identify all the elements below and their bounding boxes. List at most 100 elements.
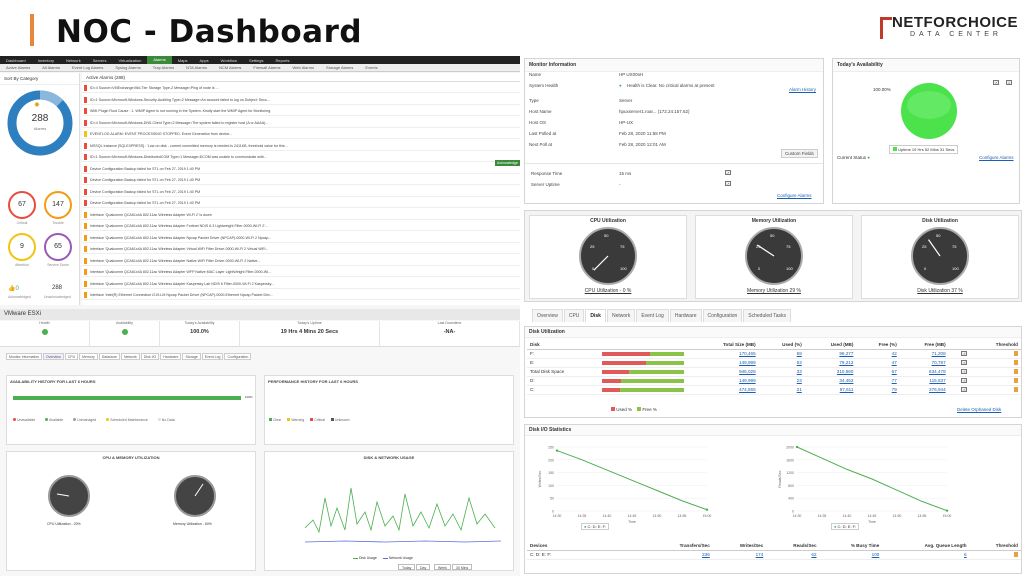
subnav-item[interactable]: NTA Alarms [186,65,207,70]
esx-period-button[interactable]: Day [416,564,431,570]
custom-fields-button[interactable]: Custom Fields [781,149,818,158]
disk-value-link[interactable]: 149,999 [739,360,756,365]
threshold-icon[interactable] [1014,359,1018,365]
esx-period-button[interactable]: 30 Mins [452,564,473,570]
disk-value-link[interactable]: 634,478 [929,369,946,374]
topnav-item[interactable]: Dashboard [6,57,26,63]
disk-value-link[interactable]: 474,555 [739,387,756,392]
disk-value-link[interactable]: 67 [891,369,897,374]
alarm-row[interactable]: Interface 'Qualcomm QCA61x4A 802.11ac Wi… [82,210,520,220]
threshold-icon[interactable] [1014,386,1018,392]
gauge-label[interactable]: CPU Utilization - 0 % [584,288,632,294]
disk-value-link[interactable]: 376,944 [929,387,946,392]
alarm-row[interactable]: WMI Plugin Root Cause : 1. WMIP Agent is… [82,106,520,116]
subnav-item[interactable]: All Alarms [42,65,61,70]
availability-chart-icon[interactable]: ↗ [993,80,999,85]
topnav-item[interactable]: Servers [92,57,107,63]
disk-row[interactable]: D: 149,999 23 34,462 77 115,537 ↗ [527,376,1021,386]
disk-value-link[interactable]: 23 [796,378,802,383]
disk-chart-icon[interactable]: ↗ [961,369,968,374]
io-value-link[interactable]: 62 [811,552,817,557]
disk-chart-icon[interactable]: ↗ [961,387,968,392]
disk-value-link[interactable]: 47 [891,360,897,365]
esx-period-button[interactable]: Week [434,564,451,570]
threshold-icon[interactable] [1014,368,1018,374]
tab-hardware[interactable]: Hardware [669,309,702,322]
disk-value-link[interactable]: 310,560 [836,369,854,374]
disk-value-link[interactable]: 58 [796,351,802,356]
disk-value-link[interactable]: 42 [891,351,897,356]
disk-chart-icon[interactable]: ↗ [961,351,968,356]
alarm-row[interactable]: ID=4 Source=VMExchange:Mid-Tier Storage … [82,83,520,93]
esx-tab[interactable]: Configuration [224,353,252,360]
disk-row[interactable]: E: 149,999 53 79,212 47 70,787 ↗ [527,358,1021,368]
disk-value-link[interactable]: 70,787 [931,360,946,365]
acknowledge-button[interactable]: Acknowledge [495,160,520,166]
disk-value-link[interactable]: 21 [796,387,802,392]
alarm-row[interactable]: Interface 'Qualcomm QCA61x4A 802.11ac Wi… [82,279,520,289]
esx-tab[interactable]: Monitor Information [6,353,43,360]
alarm-row[interactable]: Device Configuration Backup failed for S… [82,198,520,208]
esx-tab[interactable]: Event Log [201,353,224,360]
disk-row[interactable]: F: 170,465 58 99,277 42 71,208 ↗ [527,349,1021,359]
gauge-label[interactable]: Memory Utilization 29 % [747,288,801,294]
disk-value-link[interactable]: 71,208 [931,351,946,356]
io-value-link[interactable]: 6 [964,552,967,557]
alarm-row[interactable]: ID=1 Source=Microsoft-Windows-Security-A… [82,95,520,105]
category-count[interactable]: 147 Trouble [42,191,74,229]
alarm-row[interactable]: Interface 'Qualcomm QCA61x4A 802.11ac Wi… [82,267,520,277]
disk-value-link[interactable]: 79,212 [839,360,854,365]
alarm-row[interactable]: ID=1 Source=Microsoft-Windows-Distribute… [82,152,520,162]
uptime-chart-icon[interactable]: ↗ [725,181,731,186]
threshold-icon[interactable] [1014,377,1018,383]
topnav-item[interactable]: Alarms [147,56,172,64]
tab-cpu[interactable]: CPU [563,309,585,322]
category-count[interactable]: 9 Attention [6,233,38,271]
esx-tab[interactable]: Disk I/O [140,353,160,360]
alarm-history-link[interactable]: Alarm History [789,87,817,92]
subnav-item[interactable]: Syslog Alarms [115,65,141,70]
disk-chart-icon[interactable]: ↗ [961,378,968,383]
disk-value-link[interactable]: 77 [891,378,897,383]
subnav-item[interactable]: Active Alarms [6,65,31,70]
subnav-item[interactable]: NCM Alarms [218,65,242,70]
tab-network[interactable]: Network [606,309,636,322]
topnav-item[interactable]: Apps [199,57,209,63]
category-count[interactable]: 65 Service Down [42,233,74,271]
topnav-item[interactable]: Maps [177,57,188,63]
topnav-item[interactable]: Inventory [37,57,55,63]
alarm-row[interactable]: Interface 'Qualcomm QCA61x4A 802.11ac Wi… [82,256,520,266]
subnav-item[interactable]: Trap Alarms [152,65,175,70]
disk-value-link[interactable]: 170,465 [739,351,756,356]
disk-row[interactable]: C: 474,555 21 97,611 79 376,944 ↗ [527,385,1021,395]
alarm-row[interactable]: Device Configuration Backup failed for S… [82,164,520,174]
subnav-item[interactable]: Web Alarms [292,65,315,70]
tab-scheduled-tasks[interactable]: Scheduled Tasks [743,309,791,322]
subnav-item[interactable]: Event Log Alarms [72,65,104,70]
alarm-row[interactable]: MSSQL Instance [SQLEXPRESS] : 'Low on di… [82,141,520,151]
subnav-item[interactable]: Storage Alarms [326,65,354,70]
esx-tab[interactable]: Hardware [160,353,182,360]
esx-tab[interactable]: Storage [182,353,201,360]
disk-value-link[interactable]: 149,999 [739,378,756,383]
alarm-row[interactable]: Device Configuration Backup failed for S… [82,187,520,197]
subnav-item[interactable]: Firewall Alarms [253,65,281,70]
configure-alarms-link[interactable]: Configure Alarms [777,193,812,198]
alarm-row[interactable]: Interface 'Qualcomm QCA61x4A 802.11ac Wi… [82,221,520,231]
alarm-row[interactable]: Device Configuration Backup failed for S… [82,175,520,185]
esx-tab[interactable]: Overview [43,353,64,360]
topnav-item[interactable]: Network [66,57,81,63]
tab-event-log[interactable]: Event Log [636,309,669,322]
esx-tab[interactable]: Network [120,353,140,360]
today-configure-alarms-link[interactable]: Configure Alarms [979,155,1014,160]
threshold-icon[interactable] [1014,551,1018,557]
topnav-item[interactable]: Reports [275,57,290,63]
disk-value-link[interactable]: 945,028 [739,369,756,374]
disk-value-link[interactable]: 99,277 [839,351,854,356]
disk-value-link[interactable]: 97,611 [839,387,854,392]
alarm-row[interactable]: Interface 'Intel(R) Ethernet Connection … [82,290,520,300]
alarm-row[interactable]: ID=4 Source=Microsoft-Windows-DNS-Client… [82,118,520,128]
alarm-row[interactable]: Interface 'Qualcomm QCA61x4A 802.11ac Wi… [82,233,520,243]
availability-export-icon[interactable]: ⇩ [1006,80,1012,85]
disk-value-link[interactable]: 79 [891,387,897,392]
